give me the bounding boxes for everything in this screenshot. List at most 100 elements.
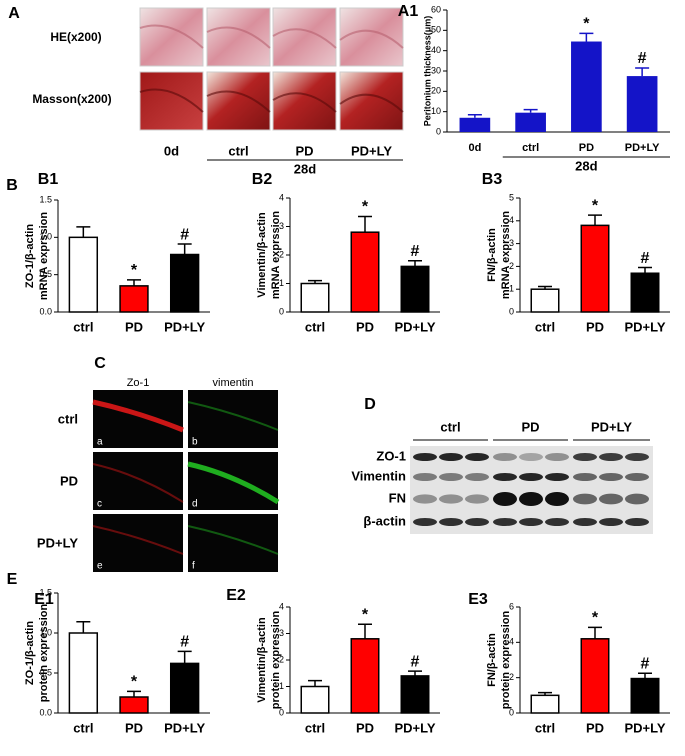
y-tick-label: 3 — [279, 628, 284, 638]
fluorescence-image — [188, 390, 278, 448]
tissue-fiber — [339, 29, 404, 49]
bar — [119, 696, 149, 714]
panel-label: B — [6, 177, 18, 194]
bar — [580, 224, 610, 313]
bar — [626, 76, 658, 132]
histology-image — [206, 71, 271, 131]
image-letter: e — [97, 561, 103, 572]
bar — [68, 236, 99, 313]
fluorescent-signal — [92, 399, 184, 433]
blot-band — [545, 473, 569, 481]
error-bar — [177, 650, 192, 664]
error-bar — [467, 113, 482, 118]
bar — [459, 117, 491, 132]
blot-band — [519, 518, 543, 526]
x-tick-label: PD — [586, 720, 604, 735]
bar — [169, 662, 200, 714]
blot-band — [573, 493, 597, 505]
y-axis-label: protein expression — [38, 604, 50, 703]
panel-label: E1 — [34, 591, 54, 608]
x-tick-label: PD — [356, 720, 374, 735]
panel-label: A — [8, 5, 20, 22]
row-label: FN — [389, 490, 406, 505]
significance-mark: * — [131, 674, 138, 691]
row-label: HE(x200) — [50, 30, 101, 44]
y-tick-label: 0 — [509, 306, 514, 316]
blot-band — [545, 453, 569, 461]
x-tick-label: ctrl — [305, 319, 325, 334]
bar — [169, 253, 200, 313]
error-bar — [358, 623, 372, 639]
bar — [119, 285, 149, 313]
y-tick-label: 1.5 — [39, 194, 52, 204]
blot-band — [439, 473, 463, 481]
x-tick-label: PD — [125, 319, 143, 334]
group-label: 28d — [575, 158, 597, 173]
row-label: Vimentin — [351, 468, 406, 483]
x-tick-label: PD+LY — [625, 142, 660, 154]
y-tick-label: 4 — [509, 215, 514, 225]
tissue-fiber — [206, 90, 271, 113]
histology-image — [339, 71, 404, 131]
fluorescent-signal — [92, 525, 184, 555]
y-axis-label: protein expression — [500, 611, 512, 710]
histology-image — [272, 7, 337, 67]
x-tick-label: ctrl — [73, 319, 93, 334]
fluorescent-signal — [92, 463, 184, 503]
error-bar — [76, 621, 91, 633]
error-bar — [538, 285, 552, 290]
blot-band — [599, 518, 623, 526]
error-bar — [408, 259, 422, 267]
x-tick-label: PD+LY — [624, 319, 665, 334]
blot-band — [493, 453, 517, 461]
image-letter: b — [192, 437, 198, 448]
y-tick-label: 0 — [279, 707, 284, 717]
x-tick-label: ctrl — [522, 142, 539, 154]
y-tick-label: 0 — [509, 707, 514, 717]
blot-band — [465, 453, 489, 461]
significance-mark: * — [362, 606, 369, 623]
row-label: PD — [60, 473, 78, 488]
panel-label: D — [364, 396, 376, 413]
x-tick-label: PD — [586, 319, 604, 334]
image-letter: f — [192, 561, 195, 572]
y-axis-label: mRNA exprssion — [270, 211, 282, 300]
blot-band — [573, 473, 597, 481]
x-tick-label: ctrl — [535, 319, 555, 334]
histology-image — [139, 71, 204, 131]
blot-band — [413, 473, 437, 481]
blot-band — [599, 493, 623, 505]
x-tick-label: PD — [125, 720, 143, 735]
y-axis-label: ZO-1/β-actin — [24, 621, 36, 685]
x-tick-label: PD+LY — [624, 720, 665, 735]
fluorescence-image — [93, 390, 183, 448]
blot-band — [625, 518, 649, 526]
significance-mark: # — [641, 655, 650, 672]
blot-band — [545, 492, 569, 506]
error-bar — [635, 67, 650, 77]
blot-band — [465, 494, 489, 504]
blot-band — [599, 473, 623, 481]
bar — [580, 638, 610, 714]
significance-mark: * — [131, 262, 138, 279]
blot-band — [413, 494, 437, 504]
bar — [68, 632, 99, 714]
blot-band — [519, 473, 543, 481]
blot-band — [625, 493, 649, 505]
panel-label: C — [94, 355, 106, 372]
blot-band — [439, 518, 463, 526]
panel-label: B2 — [252, 171, 273, 188]
y-axis-label: Vimentin/β-actin — [256, 212, 268, 298]
y-tick-label: 0 — [436, 126, 441, 136]
column-label: vimentin — [213, 377, 254, 389]
significance-mark: * — [592, 197, 599, 214]
y-tick-label: 4 — [279, 192, 284, 202]
error-bar — [588, 214, 602, 226]
panel-label: E — [7, 571, 18, 588]
row-label: PD+LY — [37, 535, 78, 550]
histology-image — [339, 7, 404, 67]
blot-band — [439, 453, 463, 461]
panel-label: E3 — [468, 591, 488, 608]
y-tick-label: 3 — [279, 221, 284, 231]
